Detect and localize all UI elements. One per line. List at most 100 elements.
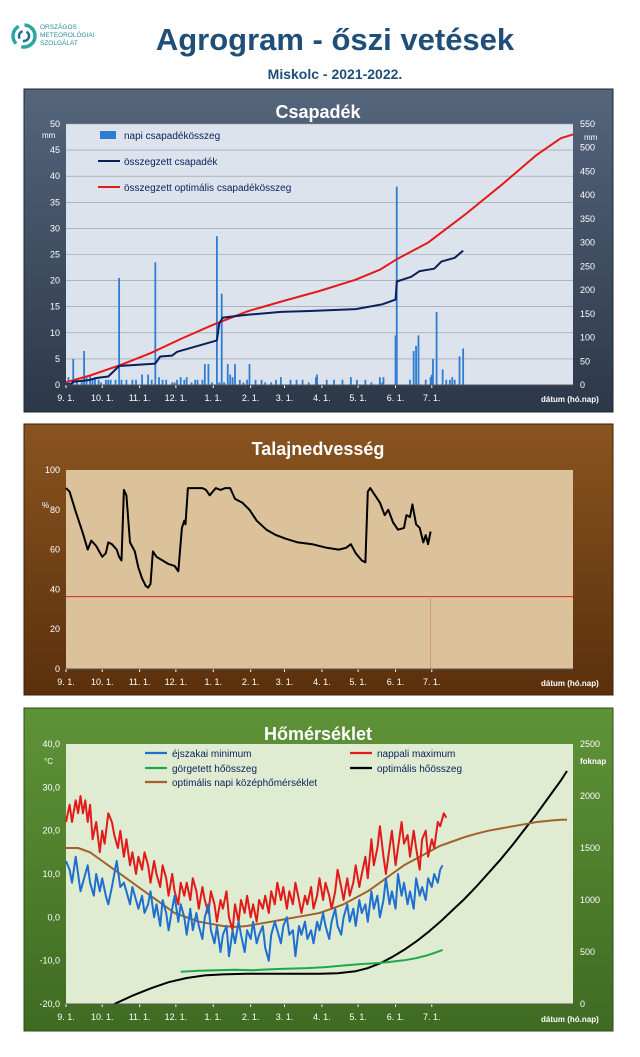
temp-ytick-label: -20,0	[39, 999, 60, 1009]
precip-y2tick-label: 350	[580, 214, 595, 224]
precip-daily-bar	[141, 374, 143, 385]
precip-daily-bar	[118, 277, 121, 385]
precip-xtick-label: 3. 1.	[276, 393, 294, 403]
precip-daily-bar	[190, 382, 193, 385]
precip-daily-bar	[356, 379, 358, 385]
precip-daily-bar	[246, 379, 248, 385]
precip-y2tick-label: 200	[580, 285, 595, 295]
precip-daily-bar	[242, 382, 245, 385]
soil-xtick-label: 9. 1.	[57, 677, 75, 687]
temp-xtick-label: 7. 1.	[423, 1012, 441, 1022]
precip-daily-bar	[435, 311, 438, 385]
temp-xtick-label: 5. 1.	[349, 1012, 367, 1022]
precip-daily-bar	[75, 379, 78, 385]
opt-heat-sum-line	[113, 770, 568, 1005]
precip-ytick-label: 0	[55, 380, 60, 390]
precip-ytick-label: 10	[50, 328, 60, 338]
temp-chart: Hőmérséklet -20,0 -10,0 0,0 10,0 20,0 30,0 40,…	[23, 707, 614, 1032]
soil-xtick-label: 7. 1.	[423, 677, 441, 687]
precip-daily-bar	[158, 377, 160, 385]
temp-ytick-label: 10,0	[42, 869, 60, 879]
precip-daily-bar	[91, 379, 94, 385]
soil-xtick-label: 6. 1.	[387, 677, 405, 687]
temp-y2tick-label: 1000	[580, 895, 600, 905]
temp-legend: éjszakai minimum nappali maximum görgete…	[145, 749, 462, 789]
precip-daily-bar	[238, 379, 241, 385]
precip-xtick-label: 5. 1.	[349, 393, 367, 403]
precip-daily-bar	[83, 351, 86, 385]
precip-daily-bar	[254, 379, 257, 385]
temp-xtick-label: 3. 1.	[276, 1012, 294, 1022]
precip-daily-bar	[97, 379, 100, 385]
precip-daily-bar	[248, 364, 251, 385]
precip-daily-bar	[109, 379, 112, 385]
precip-legend: napi csapadékösszeg összegzett csapadék …	[98, 131, 291, 194]
temp-ytick-label: 30,0	[42, 782, 60, 792]
precip-daily-bar	[316, 374, 318, 385]
precip-daily-bar	[107, 379, 110, 385]
precip-daily-bar	[451, 377, 454, 385]
temp-xtick-label: 6. 1.	[387, 1012, 405, 1022]
precip-chart: Csapadék 0510152025303540455005010015020…	[23, 88, 614, 413]
precip-daily-bar	[424, 379, 427, 385]
precip-ytick-label: 35	[50, 197, 60, 207]
precip-daily-bar	[412, 351, 415, 385]
temp-xtick-label: 11. 1.	[129, 1012, 151, 1022]
precip-daily-bar	[264, 382, 267, 385]
precip-daily-bar	[381, 382, 384, 385]
soil-xtick-label: 5. 1.	[349, 677, 367, 687]
legend-label-optheat: optimális hőösszeg	[377, 764, 462, 775]
precip-daily-bar	[218, 382, 221, 385]
precip-daily-bar	[183, 379, 186, 385]
precip-daily-bar	[429, 377, 432, 385]
temp-ytick-label: -10,0	[39, 956, 60, 966]
precip-daily-bar	[458, 356, 461, 385]
precip-daily-bar	[171, 382, 174, 385]
precip-ytick-label: 20	[50, 276, 60, 286]
temp-xlabel: dátum (hó.nap)	[541, 1015, 599, 1024]
soil-xtick-label: 11. 1.	[129, 677, 151, 687]
soil-xtick-label: 10. 1.	[91, 677, 114, 687]
org-name-line-1: ORSZÁGOS	[40, 22, 78, 31]
precip-daily-bar	[135, 379, 137, 385]
precip-y2tick-label: 300	[580, 238, 595, 248]
precip-y2label: mm	[584, 133, 598, 142]
precip-daily-bar	[104, 379, 107, 385]
precip-daily-bar	[194, 379, 197, 385]
legend-label-tmax: nappali maximum	[377, 749, 455, 760]
precip-daily-bar	[270, 382, 273, 385]
precip-daily-bar	[275, 379, 277, 385]
precip-daily-bar	[415, 345, 417, 385]
precip-daily-bar	[203, 364, 206, 385]
precip-daily-bar	[114, 379, 117, 385]
precip-daily-bar	[211, 382, 213, 385]
legend-label-optmean: optimális napi középhőmérséklet	[172, 778, 317, 789]
temp-y2tick-label: 2000	[580, 791, 600, 801]
precip-daily-bar	[125, 379, 128, 385]
legend-label-cum: összegzett csapadék	[124, 157, 218, 168]
precip-daily-bar	[417, 335, 420, 385]
precip-daily-bar	[231, 377, 234, 385]
precip-daily-bar	[333, 379, 335, 385]
precip-daily-bar	[314, 377, 317, 385]
precip-daily-bar	[161, 379, 164, 385]
precip-daily-bar	[147, 374, 149, 385]
precip-daily-bar	[173, 382, 176, 385]
temp-xtick-label: 9. 1.	[57, 1012, 75, 1022]
soil-ytick-label: 60	[50, 545, 60, 555]
precip-daily-bar	[207, 364, 210, 385]
precip-xtick-label: 9. 1.	[57, 393, 75, 403]
precip-y2tick-label: 50	[580, 356, 590, 366]
precip-daily-bar	[150, 379, 153, 385]
temp-ylabel: °C	[44, 757, 53, 766]
soil-xtick-label: 3. 1.	[276, 677, 294, 687]
precip-daily-bar	[394, 335, 397, 385]
temp-ytick-label: 20,0	[42, 826, 60, 836]
page-subtitle: Miskolc - 2021-2022.	[268, 66, 403, 82]
precip-daily-bar	[349, 377, 352, 385]
precip-y2tick-label: 500	[580, 143, 595, 153]
precip-ytick-label: 25	[50, 250, 60, 260]
precip-daily-bar	[453, 379, 456, 385]
precip-daily-bar	[382, 377, 385, 385]
legend-swatch-daily	[100, 131, 116, 139]
